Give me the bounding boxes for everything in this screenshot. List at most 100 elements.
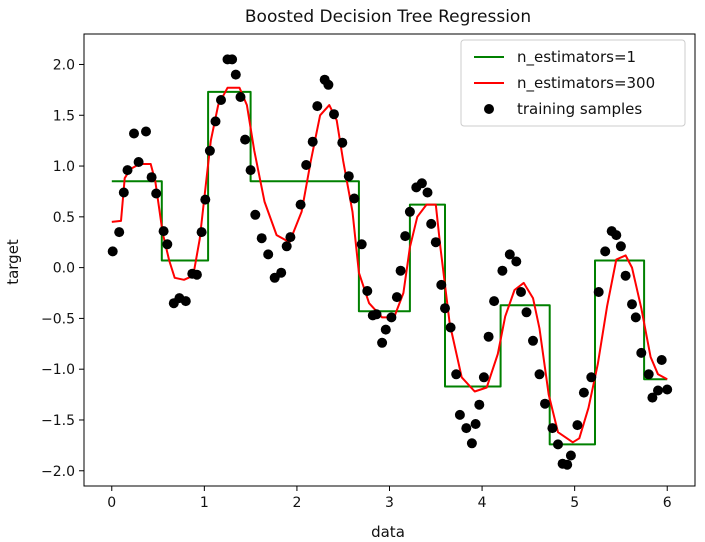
training-sample-point	[489, 296, 500, 307]
training-sample-point	[451, 369, 462, 380]
x-axis-label: data	[371, 523, 405, 541]
training-sample-point	[461, 423, 472, 434]
training-sample-point	[600, 246, 611, 257]
training-sample-point	[466, 438, 477, 449]
training-sample-point	[210, 116, 221, 127]
training-sample-point	[400, 231, 411, 242]
training-sample-point	[180, 296, 191, 307]
training-sample-point	[662, 384, 673, 395]
y-tick-label: 0.5	[53, 210, 75, 226]
training-sample-point	[436, 279, 447, 290]
training-sample-point	[307, 136, 318, 147]
training-sample-point	[470, 419, 481, 429]
training-sample-point	[483, 331, 494, 342]
legend-label-training-samples: training samples	[517, 100, 642, 118]
training-sample-point	[245, 165, 256, 176]
training-sample-point	[146, 172, 157, 183]
y-tick-label: 0.0	[53, 261, 75, 277]
x-tick-label: 2	[292, 495, 301, 511]
y-tick-label: 1.5	[53, 108, 75, 124]
training-sample-point	[285, 232, 296, 243]
training-sample-point	[133, 157, 144, 167]
y-axis-label: target	[4, 239, 22, 285]
training-sample-point	[281, 241, 292, 252]
training-sample-point	[497, 265, 508, 276]
y-tick-label: −2.0	[41, 464, 75, 480]
chart-title: Boosted Decision Tree Regression	[245, 7, 531, 27]
training-sample-point	[114, 227, 125, 238]
training-sample-point	[323, 79, 334, 90]
training-sample-point	[295, 199, 306, 210]
training-sample-point	[620, 270, 631, 281]
training-sample-point	[129, 128, 139, 139]
training-sample-point	[356, 239, 367, 250]
training-sample-point	[454, 409, 465, 420]
y-axis: 2.0 1.5 1.0 0.5 0.0 −0.5 −1.0 −1.5 −2.0	[41, 57, 84, 480]
training-sample-point	[141, 126, 151, 137]
training-sample-point	[337, 137, 348, 148]
training-sample-point	[312, 101, 323, 112]
training-sample-point	[191, 269, 202, 280]
scatter-layer	[107, 54, 673, 470]
training-sample-point	[263, 249, 274, 260]
training-sample-point	[643, 369, 654, 380]
training-sample-point	[343, 171, 354, 182]
training-sample-point	[445, 322, 456, 333]
training-sample-point	[504, 249, 515, 260]
training-sample-point	[377, 337, 388, 348]
legend: n_estimators=1 n_estimators=300 training…	[460, 39, 686, 127]
x-tick-label: 3	[385, 495, 394, 511]
x-tick-label: 6	[663, 495, 672, 511]
training-sample-point	[636, 347, 647, 358]
training-sample-point	[440, 303, 450, 314]
training-sample-point	[426, 218, 437, 229]
training-sample-point	[118, 187, 129, 198]
training-sample-point	[511, 256, 522, 267]
training-sample-point	[565, 450, 576, 461]
training-sample-point	[653, 385, 663, 396]
training-sample-point	[404, 206, 415, 217]
y-tick-label: −0.5	[41, 311, 75, 327]
training-sample-point	[349, 193, 360, 204]
y-tick-label: 1.0	[53, 159, 75, 175]
training-sample-point	[593, 287, 604, 297]
training-sample-point	[656, 355, 667, 365]
training-sample-point	[240, 134, 251, 145]
training-sample-point	[200, 194, 211, 205]
plot-area	[83, 33, 696, 487]
training-sample-point	[615, 241, 626, 252]
training-sample-point	[329, 109, 339, 120]
y-tick-label: −1.0	[41, 362, 75, 378]
training-sample-point	[256, 233, 267, 244]
legend-label-n-estimators-300: n_estimators=300	[517, 74, 655, 93]
training-sample-point	[204, 145, 215, 156]
training-sample-point	[276, 267, 287, 278]
training-sample-point	[380, 324, 391, 335]
legend-label-n-estimators-1: n_estimators=1	[517, 48, 636, 67]
y-tick-label: −1.5	[41, 413, 75, 429]
training-sample-point	[216, 95, 226, 105]
training-sample-point	[630, 312, 641, 323]
legend-box	[460, 39, 686, 127]
training-sample-point	[478, 372, 489, 383]
training-sample-point	[627, 299, 637, 310]
x-axis: 0 1 2 3 4 5 6	[107, 486, 672, 511]
x-tick-label: 4	[478, 495, 487, 511]
training-sample-point	[611, 230, 622, 241]
y-tick-label: 2.0	[53, 57, 75, 73]
training-sample-point	[528, 335, 538, 346]
x-tick-label: 5	[570, 495, 579, 511]
training-sample-point	[572, 420, 583, 431]
training-sample-point	[227, 54, 238, 65]
training-sample-point	[158, 226, 169, 237]
training-sample-point	[540, 398, 550, 409]
training-sample-point	[521, 307, 532, 318]
legend-swatch-training-samples	[484, 104, 494, 114]
training-sample-point	[430, 237, 441, 248]
training-sample-point	[230, 69, 241, 80]
training-sample-point	[386, 312, 397, 323]
x-tick-label: 0	[107, 495, 116, 511]
training-sample-point	[196, 227, 207, 238]
training-sample-point	[371, 309, 382, 320]
